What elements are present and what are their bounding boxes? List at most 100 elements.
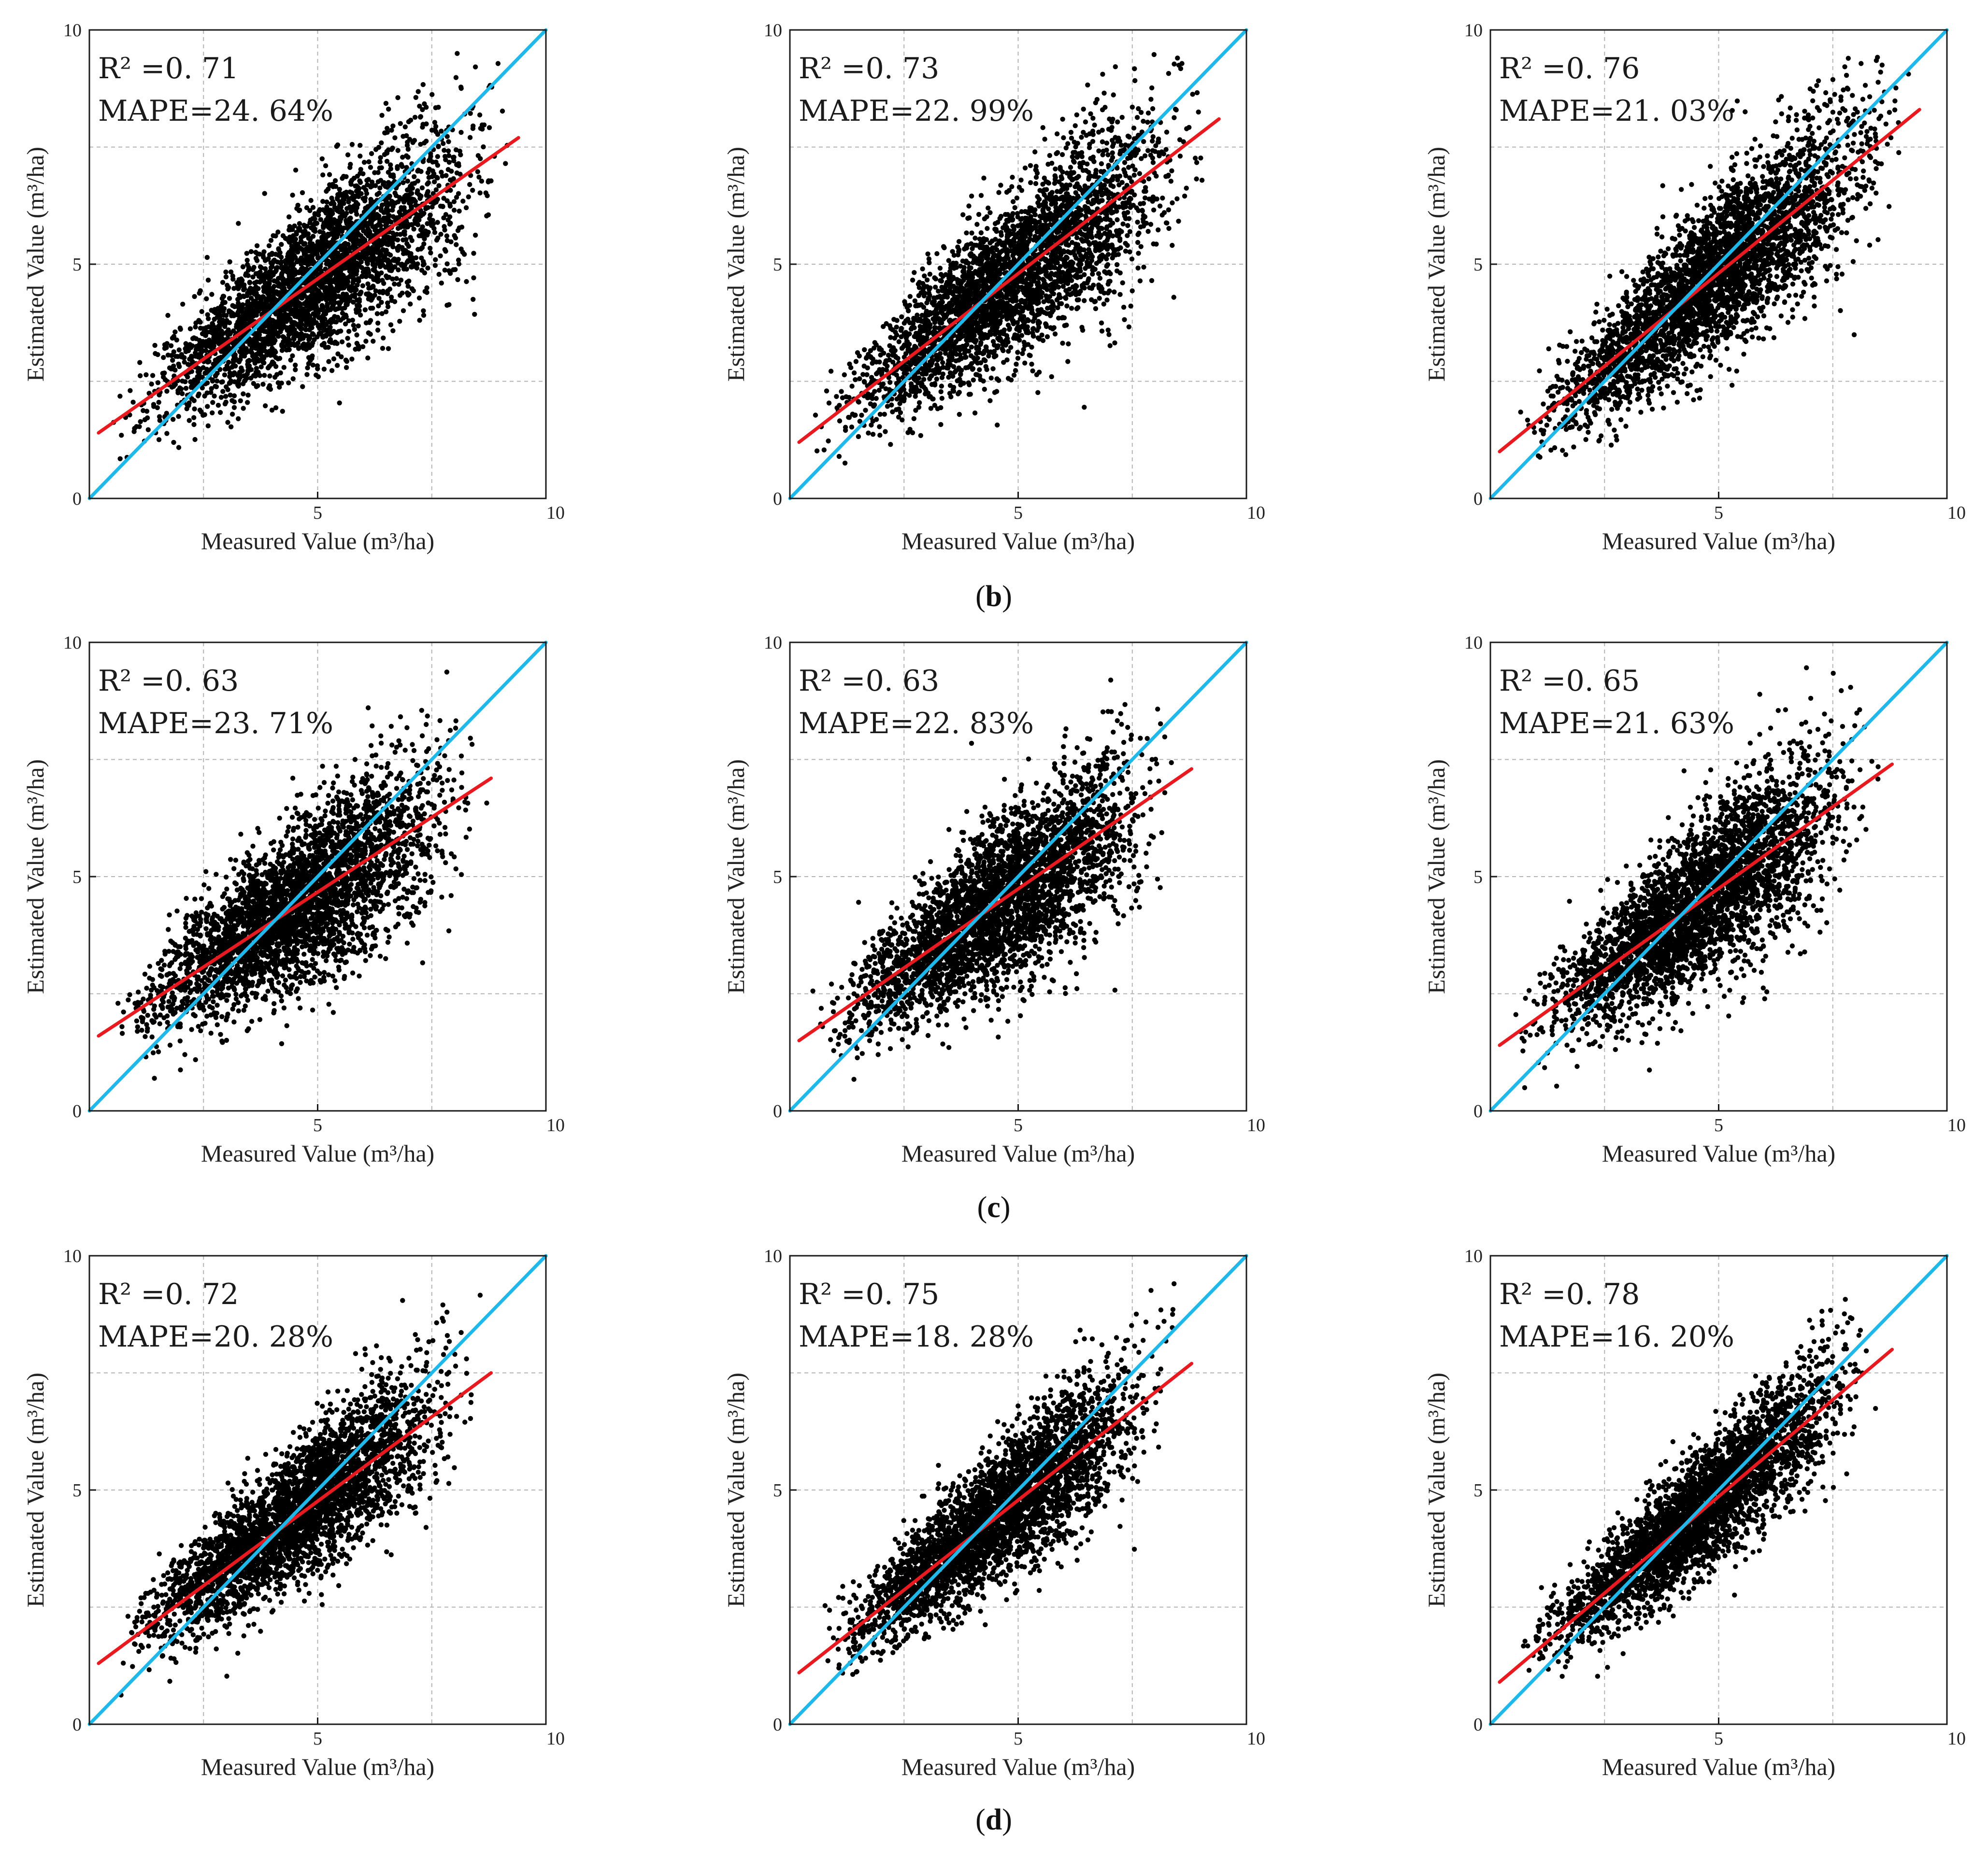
scatter-point <box>251 381 257 386</box>
scatter-point <box>446 139 451 144</box>
scatter-point <box>419 185 425 191</box>
scatter-point <box>191 422 197 427</box>
scatter-point <box>869 422 874 428</box>
scatter-point <box>419 255 424 261</box>
scatter-point <box>1101 301 1106 307</box>
scatter-point <box>176 445 182 450</box>
scatter-point <box>425 190 430 196</box>
scatter-point <box>358 142 363 148</box>
scatter-point <box>308 198 314 203</box>
scatter-point <box>913 394 918 399</box>
scatter-point <box>319 303 325 309</box>
scatter-point <box>425 170 431 175</box>
scatter-point <box>319 156 325 161</box>
scatter-point <box>256 369 261 375</box>
scatter-point <box>357 303 362 309</box>
scatter-point <box>966 280 971 285</box>
scatter-point <box>1117 292 1123 297</box>
scatter-point <box>456 161 461 166</box>
scatter-point <box>418 233 424 239</box>
scatter-point <box>408 301 413 307</box>
scatter-point <box>445 167 451 172</box>
scatter-point <box>204 255 210 260</box>
scatter-point <box>241 381 246 386</box>
scatter-point <box>317 283 323 288</box>
scatter-point <box>349 178 355 183</box>
scatter-point <box>314 221 320 226</box>
scatter-point <box>412 114 418 120</box>
scatter-point <box>357 299 362 304</box>
scatter-point <box>351 278 356 284</box>
scatter-point <box>303 347 309 352</box>
scatter-point <box>1088 111 1093 116</box>
scatter-point <box>260 382 266 387</box>
scatter-point <box>141 408 146 413</box>
scatter-point <box>321 367 327 372</box>
scatter-point <box>254 243 260 248</box>
scatter-point <box>1059 152 1065 157</box>
scatter-point <box>1106 127 1112 132</box>
scatter-point <box>453 75 459 80</box>
scatter-point <box>295 308 300 313</box>
scatter-point <box>329 368 335 373</box>
scatter-point <box>229 424 234 429</box>
scatter-point <box>973 235 978 241</box>
scatter-point <box>495 61 501 66</box>
scatter-point <box>990 366 996 371</box>
scatter-point <box>345 336 350 341</box>
scatter-point <box>1199 178 1205 183</box>
scatter-point <box>404 133 409 139</box>
scatter-point <box>395 164 400 170</box>
scatter-point <box>445 148 451 154</box>
scatter-point <box>429 174 435 179</box>
scatter-point <box>242 285 247 290</box>
scatter-point <box>413 95 418 100</box>
scatter-point <box>458 85 464 90</box>
scatter-point <box>433 129 439 134</box>
scatter-point <box>406 119 412 125</box>
scatter-point <box>345 152 351 157</box>
scatter-point <box>415 89 421 94</box>
scatter-point <box>400 164 405 169</box>
scatter-point <box>939 383 944 389</box>
scatter-point <box>982 216 987 222</box>
scatter-point <box>390 244 396 250</box>
scatter-point <box>310 353 315 359</box>
scatter-point <box>1074 154 1080 159</box>
scatter-point <box>152 342 157 348</box>
scatter-point <box>355 173 360 179</box>
scatter-point <box>117 394 123 399</box>
scatter-point <box>1100 139 1105 144</box>
scatter-point <box>247 280 253 285</box>
scatter-point <box>285 269 290 275</box>
scatter-point <box>363 274 369 279</box>
scatter-point <box>485 193 490 199</box>
scatter-point <box>1092 122 1097 128</box>
scatter-point <box>233 363 238 369</box>
scatter-point <box>390 204 396 209</box>
scatter-point <box>1052 331 1058 337</box>
scatter-point <box>1012 205 1017 211</box>
scatter-point <box>331 279 336 284</box>
scatter-point <box>236 221 241 226</box>
scatter-point <box>390 199 396 205</box>
scatter-point <box>398 277 404 283</box>
scatter-point <box>320 244 326 250</box>
scatter-point <box>1054 131 1060 137</box>
scatter-point <box>328 201 334 206</box>
scatter-point <box>934 376 940 382</box>
scatter-point <box>205 423 211 428</box>
scatter-point <box>369 151 374 156</box>
scatter-point <box>398 121 403 126</box>
scatter-point <box>896 414 901 420</box>
scatter-point <box>301 307 306 312</box>
scatter-point <box>272 325 277 331</box>
scatter-point <box>200 412 206 418</box>
scatter-point <box>317 324 323 329</box>
scatter-point <box>286 307 291 312</box>
scatter-point <box>1150 106 1156 112</box>
scatter-point <box>248 249 254 255</box>
scatter-point <box>269 341 275 346</box>
scatter-point <box>287 224 292 229</box>
